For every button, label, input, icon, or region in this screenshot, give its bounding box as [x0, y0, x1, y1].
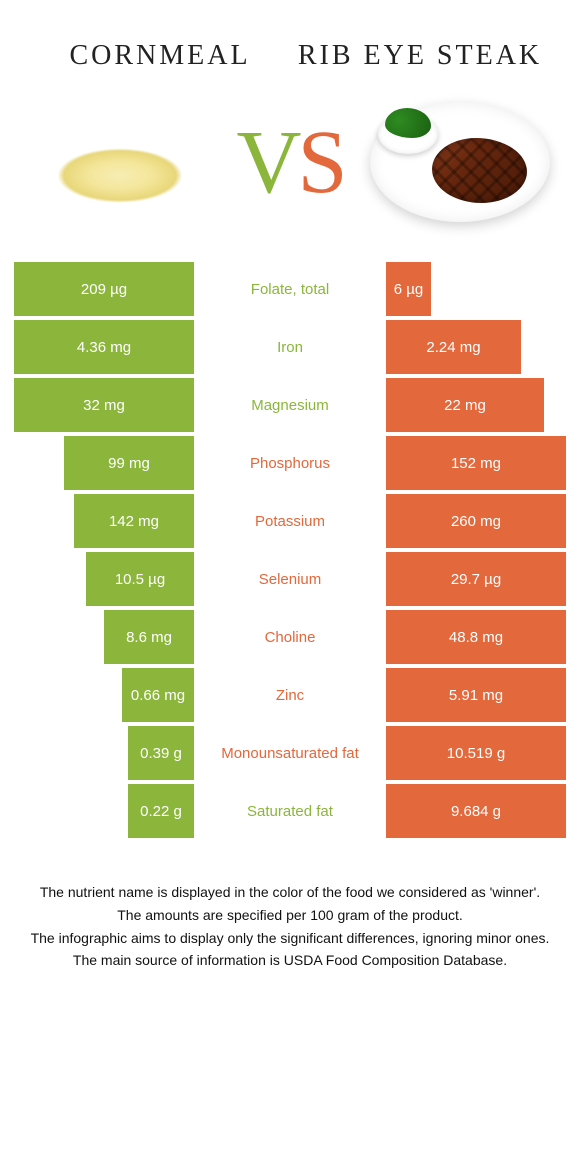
titles-row: Cornmeal Rib eye steak: [0, 0, 580, 82]
table-row: 4.36 mgIron2.24 mg: [14, 320, 566, 374]
nutrient-label: Saturated fat: [194, 784, 386, 838]
table-row: 8.6 mgCholine48.8 mg: [14, 610, 566, 664]
table-row: 0.66 mgZinc5.91 mg: [14, 668, 566, 722]
right-cell-wrap: 6 µg: [386, 262, 566, 316]
nutrient-label: Choline: [194, 610, 386, 664]
left-value: 32 mg: [14, 378, 194, 432]
nutrient-label: Iron: [194, 320, 386, 374]
footnotes: The nutrient name is displayed in the co…: [0, 842, 580, 972]
left-value: 99 mg: [64, 436, 194, 490]
nutrient-label: Selenium: [194, 552, 386, 606]
right-value: 48.8 mg: [386, 610, 566, 664]
vs-letter-v: V: [236, 111, 297, 214]
nutrient-label: Zinc: [194, 668, 386, 722]
left-cell-wrap: 4.36 mg: [14, 320, 194, 374]
left-cell-wrap: 0.22 g: [14, 784, 194, 838]
right-cell-wrap: 152 mg: [386, 436, 566, 490]
left-value: 8.6 mg: [104, 610, 194, 664]
nutrient-label: Phosphorus: [194, 436, 386, 490]
left-cell-wrap: 0.39 g: [14, 726, 194, 780]
bowl-illustration: [378, 114, 438, 154]
food-image-left: [20, 92, 220, 232]
left-value: 0.66 mg: [122, 668, 194, 722]
right-value: 10.519 g: [386, 726, 566, 780]
table-row: 0.39 gMonounsaturated fat10.519 g: [14, 726, 566, 780]
right-cell-wrap: 5.91 mg: [386, 668, 566, 722]
footnote-line: The nutrient name is displayed in the co…: [28, 882, 552, 904]
right-cell-wrap: 2.24 mg: [386, 320, 566, 374]
title-left: Cornmeal: [30, 40, 290, 72]
left-value: 0.22 g: [128, 784, 194, 838]
nutrient-label: Monounsaturated fat: [194, 726, 386, 780]
vs-label: VS: [236, 111, 343, 214]
right-cell-wrap: 22 mg: [386, 378, 566, 432]
comparison-table: 209 µgFolate, total6 µg4.36 mgIron2.24 m…: [0, 262, 580, 838]
right-cell-wrap: 48.8 mg: [386, 610, 566, 664]
right-value: 22 mg: [386, 378, 544, 432]
table-row: 0.22 gSaturated fat9.684 g: [14, 784, 566, 838]
table-row: 10.5 µgSelenium29.7 µg: [14, 552, 566, 606]
left-cell-wrap: 209 µg: [14, 262, 194, 316]
cornmeal-illustration: [35, 117, 205, 207]
left-cell-wrap: 142 mg: [14, 494, 194, 548]
right-value: 2.24 mg: [386, 320, 521, 374]
footnote-line: The amounts are specified per 100 gram o…: [28, 905, 552, 927]
title-right: Rib eye steak: [290, 40, 550, 72]
left-cell-wrap: 99 mg: [14, 436, 194, 490]
images-row: VS: [0, 82, 580, 262]
table-row: 142 mgPotassium260 mg: [14, 494, 566, 548]
left-value: 142 mg: [74, 494, 194, 548]
table-row: 32 mgMagnesium22 mg: [14, 378, 566, 432]
right-value: 9.684 g: [386, 784, 566, 838]
right-cell-wrap: 9.684 g: [386, 784, 566, 838]
left-value: 209 µg: [14, 262, 194, 316]
left-value: 0.39 g: [128, 726, 194, 780]
nutrient-label: Potassium: [194, 494, 386, 548]
nutrient-label: Folate, total: [194, 262, 386, 316]
table-row: 209 µgFolate, total6 µg: [14, 262, 566, 316]
left-cell-wrap: 10.5 µg: [14, 552, 194, 606]
steak-illustration: [432, 138, 527, 203]
right-cell-wrap: 29.7 µg: [386, 552, 566, 606]
left-cell-wrap: 8.6 mg: [14, 610, 194, 664]
right-value: 29.7 µg: [386, 552, 566, 606]
left-value: 4.36 mg: [14, 320, 194, 374]
comparison-infographic: Cornmeal Rib eye steak VS 209 µgFolate, …: [0, 0, 580, 972]
right-value: 260 mg: [386, 494, 566, 548]
nutrient-label: Magnesium: [194, 378, 386, 432]
vs-letter-s: S: [297, 111, 343, 214]
right-value: 6 µg: [386, 262, 431, 316]
right-cell-wrap: 10.519 g: [386, 726, 566, 780]
right-value: 152 mg: [386, 436, 566, 490]
footnote-line: The infographic aims to display only the…: [28, 928, 552, 950]
left-value: 10.5 µg: [86, 552, 194, 606]
food-image-right: [360, 92, 560, 232]
right-cell-wrap: 260 mg: [386, 494, 566, 548]
plate-illustration: [370, 102, 550, 222]
broccoli-illustration: [385, 108, 431, 138]
right-value: 5.91 mg: [386, 668, 566, 722]
left-cell-wrap: 0.66 mg: [14, 668, 194, 722]
table-row: 99 mgPhosphorus152 mg: [14, 436, 566, 490]
footnote-line: The main source of information is USDA F…: [28, 950, 552, 972]
left-cell-wrap: 32 mg: [14, 378, 194, 432]
